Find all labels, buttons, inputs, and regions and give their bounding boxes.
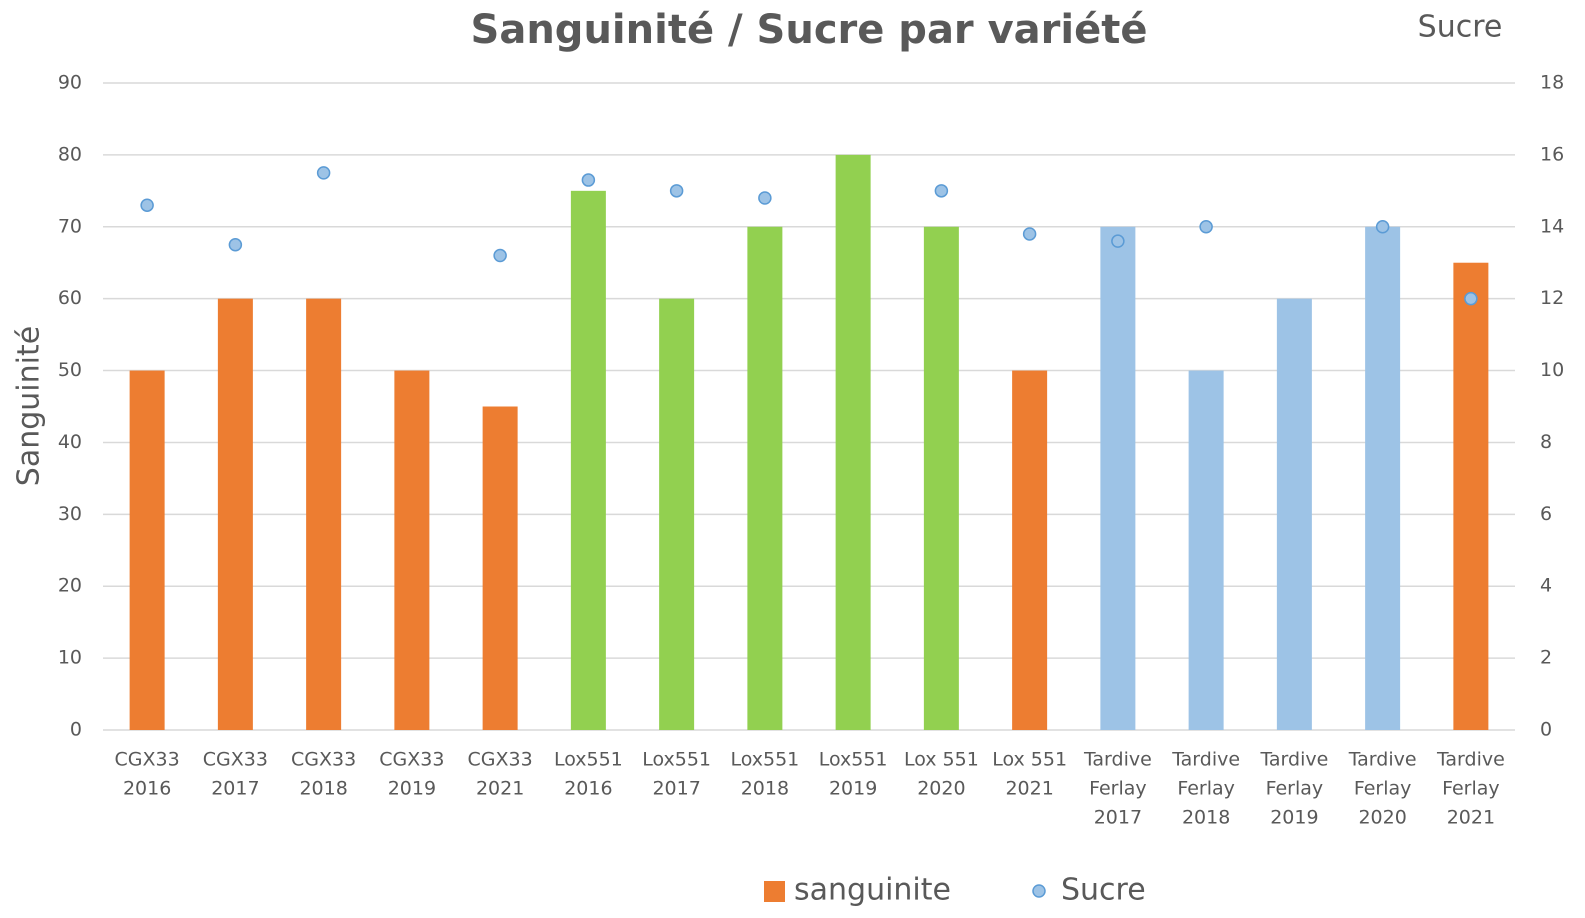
x-tick-label: Lox551: [554, 749, 623, 771]
y2-tick-label: 18: [1540, 72, 1564, 94]
y-tick-label: 40: [58, 431, 82, 453]
x-tick-label: 2021: [476, 778, 524, 800]
y-tick-label: 60: [58, 287, 82, 309]
x-tick-label: 2020: [917, 778, 965, 800]
x-tick-label: Ferlay: [1354, 778, 1412, 800]
y2-tick-label: 0: [1540, 719, 1552, 741]
x-tick-label: 2018: [1182, 807, 1230, 829]
x-tick-label: Lox551: [819, 749, 888, 771]
bar: [1100, 226, 1136, 730]
x-tick-label: 2018: [299, 778, 347, 800]
x-tick-label: Tardive: [1083, 749, 1152, 771]
y-tick-label: 0: [70, 719, 82, 741]
x-tick-label: Lox551: [642, 749, 711, 771]
y2-tick-label: 8: [1540, 431, 1552, 453]
y2-tick-label: 4: [1540, 575, 1552, 597]
chart-title: Sanguinité / Sucre par variété: [471, 7, 1148, 53]
legend-swatch: [764, 881, 785, 902]
y-tick-label: 90: [58, 72, 82, 94]
bar: [1276, 298, 1312, 730]
bar: [1453, 262, 1489, 730]
sucre-point: [1464, 291, 1478, 306]
bar: [394, 370, 430, 730]
x-tick-label: 2021: [1005, 778, 1053, 800]
x-tick-label: Ferlay: [1177, 778, 1235, 800]
bar: [835, 154, 871, 730]
y2-tick-label: 12: [1540, 287, 1564, 309]
x-tick-label: Tardive: [1436, 749, 1505, 771]
x-tick-label: 2019: [388, 778, 436, 800]
x-tick-label: CGX33: [203, 749, 268, 771]
sucre-point: [1111, 234, 1125, 248]
x-tick-label: Tardive: [1171, 749, 1240, 771]
bar: [570, 190, 606, 731]
sucre-point: [316, 166, 331, 180]
x-tick-label: Ferlay: [1442, 778, 1500, 800]
y2-tick-label: 6: [1540, 503, 1552, 525]
x-tick-label: 2019: [1270, 807, 1318, 829]
legend-label: Sucre: [1061, 873, 1146, 908]
x-tick-label: 2017: [652, 778, 700, 800]
x-tick-label: CGX33: [115, 749, 180, 771]
x-tick-label: Tardive: [1259, 749, 1328, 771]
y-tick-label: 30: [58, 503, 82, 525]
x-tick-label: Ferlay: [1266, 778, 1324, 800]
sucre-point: [581, 173, 596, 187]
bar: [1365, 226, 1401, 730]
sucre-point: [140, 198, 154, 212]
x-tick-label: CGX33: [291, 749, 356, 771]
bar: [923, 226, 959, 730]
x-tick-label: CGX33: [379, 749, 444, 771]
bar: [482, 406, 518, 730]
x-tick-label: Ferlay: [1089, 778, 1147, 800]
y-tick-label: 80: [58, 143, 82, 165]
sucre-point: [669, 184, 684, 198]
x-tick-label: Tardive: [1348, 749, 1417, 771]
y2-tick-label: 16: [1540, 143, 1564, 165]
bar: [306, 298, 342, 730]
sucre-point: [228, 238, 243, 252]
bar: [659, 298, 695, 730]
bar: [217, 298, 253, 730]
x-tick-label: CGX33: [468, 749, 533, 771]
y-tick-label: 50: [58, 359, 82, 381]
x-tick-label: 2017: [1094, 807, 1142, 829]
x-tick-label: 2021: [1447, 807, 1495, 829]
sucre-point: [1022, 227, 1037, 241]
y2-tick-label: 10: [1540, 359, 1564, 381]
bar: [1188, 370, 1224, 730]
x-tick-label: 2018: [741, 778, 789, 800]
sucre-point: [758, 191, 772, 205]
x-tick-label: Lox 551: [904, 749, 979, 771]
x-tick-label: 2017: [211, 778, 259, 800]
y-tick-label: 70: [58, 215, 82, 237]
sucre-point: [1375, 220, 1390, 234]
y2-tick-label: 2: [1540, 647, 1552, 669]
legend-label: sanguinite: [794, 873, 951, 908]
legend-swatch: [1032, 884, 1046, 898]
y-tick-label: 20: [58, 575, 82, 597]
x-tick-label: 2020: [1358, 807, 1406, 829]
bar: [1012, 370, 1048, 730]
x-tick-label: Lox551: [730, 749, 799, 771]
y2-axis-label: Sucre: [1418, 10, 1503, 45]
bar: [129, 370, 165, 730]
x-tick-label: 2019: [829, 778, 877, 800]
y-tick-label: 10: [58, 647, 82, 669]
x-tick-label: 2016: [564, 778, 612, 800]
x-tick-label: 2016: [123, 778, 171, 800]
bar: [747, 226, 783, 730]
sucre-point: [934, 184, 949, 198]
x-tick-label: Lox 551: [992, 749, 1067, 771]
sucre-point: [1199, 220, 1213, 234]
sucre-point: [493, 248, 507, 263]
y-axis-label: Sanguinité: [12, 326, 47, 486]
y2-tick-label: 14: [1540, 215, 1564, 237]
